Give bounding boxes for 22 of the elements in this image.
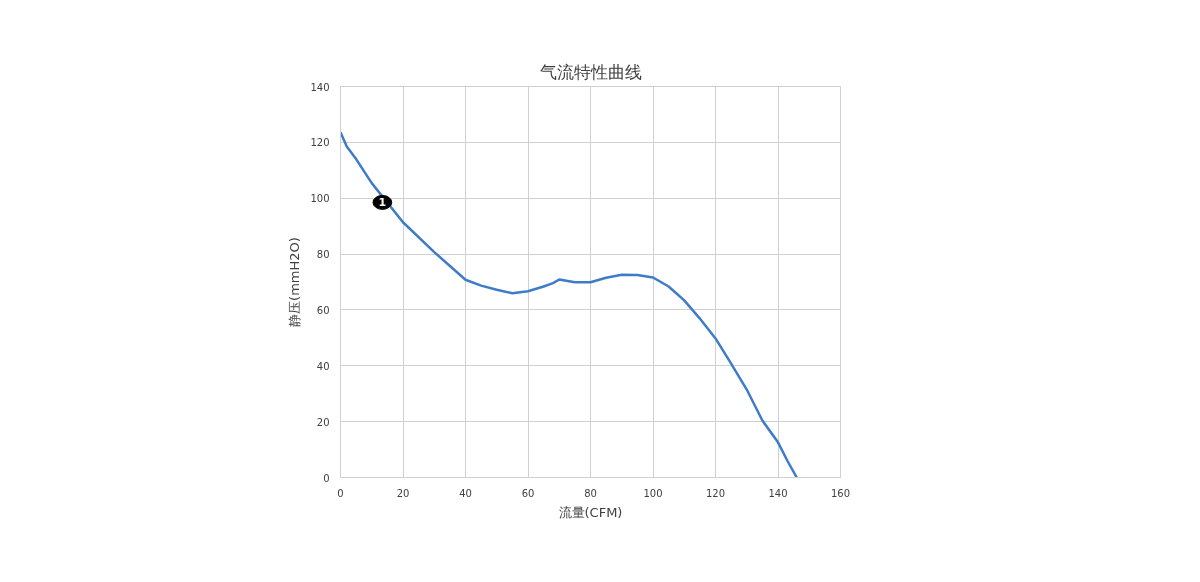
x-tick-label: 60 xyxy=(521,487,535,499)
y-tick-label: 80 xyxy=(316,249,330,261)
x-axis-title: 流量(CFM) xyxy=(558,504,623,520)
x-tick-label: 160 xyxy=(830,487,851,499)
y-tick-label: 100 xyxy=(310,193,330,205)
x-tick-label: 20 xyxy=(396,487,410,499)
line-series xyxy=(340,131,798,478)
x-tick-label: 40 xyxy=(459,487,472,499)
x-tick-label: 100 xyxy=(643,487,663,499)
annotation: 1 xyxy=(378,196,387,210)
y-axis-title: 静压(mmH2O) xyxy=(287,237,303,327)
y-tick-label: 0 xyxy=(323,472,330,484)
x-tick-label: 120 xyxy=(705,487,726,499)
y-tick-label: 60 xyxy=(316,304,330,316)
y-tick-label: 120 xyxy=(310,137,330,149)
chart-title: 气流特性曲线 xyxy=(539,61,642,82)
y-tick-label: 140 xyxy=(310,81,330,93)
x-tick-label: 80 xyxy=(584,487,597,499)
y-tick-label: 40 xyxy=(316,360,330,372)
y-tick-label: 20 xyxy=(316,416,330,428)
x-tick-label: 0 xyxy=(337,487,344,499)
x-tick-label: 140 xyxy=(768,487,788,499)
